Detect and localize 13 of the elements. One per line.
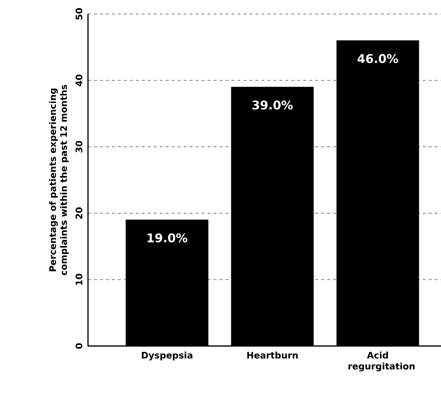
data-label: 39.0% [252,100,293,110]
y-tick-label: 0 [76,343,82,349]
x-tick-label: Heartburn [247,352,298,359]
y-tick-label: 10 [76,274,82,285]
data-label: 46.0% [358,54,398,64]
data-label: 19.0% [148,233,188,242]
y-tick-label: 20 [76,207,82,219]
y-tick-label: 40 [76,74,82,86]
y-tick-label: 50 [76,8,82,20]
y-axis-title: Percentage of patients experiencing complaints within the past 12 months [49,84,69,276]
x-tick-label: Dyspepsia [142,352,192,360]
y-tick-label: 30 [76,140,82,152]
x-tick-label: Acid regurgitation [348,352,415,372]
